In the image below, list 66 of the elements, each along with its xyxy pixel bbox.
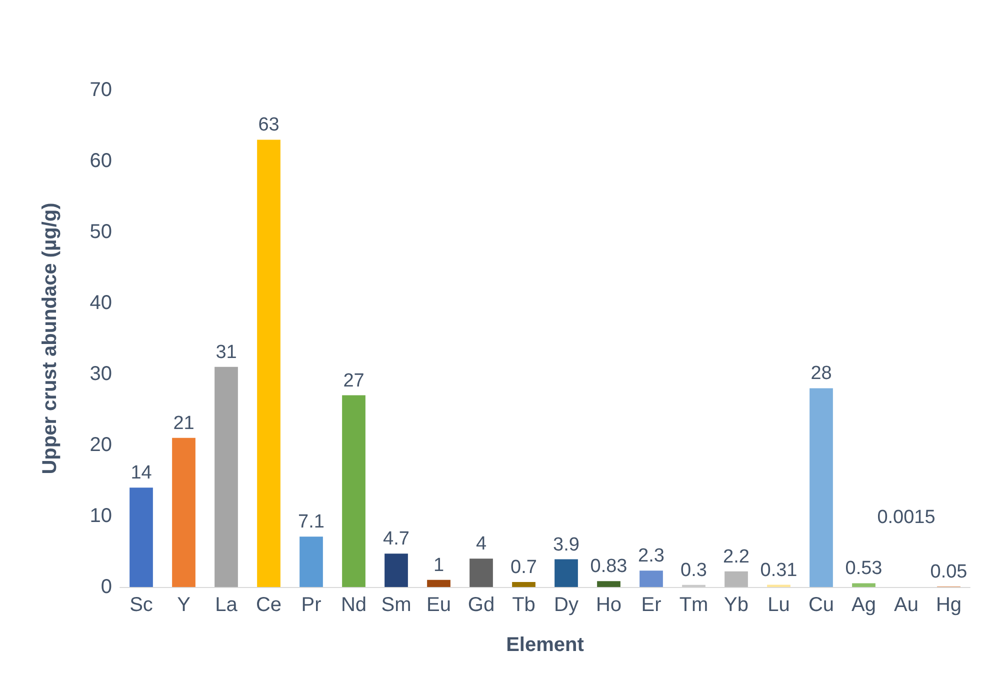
data-label: 3.9 (553, 534, 580, 556)
bar (852, 583, 876, 587)
y-tick-label: 0 (100, 576, 112, 598)
data-label: 0.53 (845, 558, 882, 580)
data-label: 0.7 (510, 557, 537, 578)
x-tick-label: Lu (768, 594, 790, 616)
bar (724, 571, 748, 587)
x-axis-title: Element (506, 634, 584, 656)
bar (470, 558, 493, 587)
data-label: 4 (476, 534, 487, 555)
data-label: 21 (173, 412, 194, 434)
x-tick-label: Cu (808, 594, 834, 616)
data-label: 1 (433, 554, 444, 576)
x-tick-label: Ag (852, 594, 876, 616)
bar (342, 395, 366, 587)
data-label: 27 (343, 370, 364, 392)
x-tick-label: Tb (512, 594, 536, 616)
x-tick-label: Hg (936, 594, 962, 616)
bar (640, 570, 663, 587)
y-tick-label: 40 (90, 292, 112, 314)
data-label: 31 (216, 342, 237, 363)
x-tick-label: Sc (130, 594, 153, 616)
bar (300, 536, 323, 587)
y-tick-label: 60 (90, 150, 112, 172)
x-tick-label: Nd (340, 594, 367, 616)
data-label: 0.0015 (877, 506, 936, 528)
bar (257, 140, 280, 587)
data-label: 0.3 (680, 560, 707, 581)
x-tick-label: Yb (724, 594, 748, 616)
bar (384, 554, 408, 587)
data-label: 28 (810, 363, 832, 384)
bar (214, 366, 238, 587)
x-tick-label: Ce (256, 594, 282, 616)
bar (172, 438, 196, 587)
x-tick-label: Sm (381, 594, 412, 616)
data-label: 4.7 (383, 528, 410, 550)
bar (130, 488, 153, 587)
x-tick-label: Dy (554, 594, 578, 616)
x-tick-label: Tm (679, 594, 708, 616)
y-tick-label: 30 (90, 363, 112, 385)
y-tick-label: 10 (90, 505, 112, 527)
data-label: 2.2 (723, 546, 750, 568)
x-tick-label: Gd (468, 594, 495, 616)
x-tick-label: Er (641, 594, 662, 616)
data-label: 0.83 (590, 556, 628, 578)
bar (810, 388, 833, 587)
y-axis-title: Upper crust abundace (µg/g) (39, 202, 61, 474)
y-tick-label: 20 (90, 434, 112, 456)
x-tick-label: La (215, 594, 238, 616)
bar (597, 581, 620, 587)
x-tick-label: Eu (426, 594, 451, 616)
x-tick-label: Y (177, 594, 190, 616)
data-label: 0.05 (930, 562, 968, 583)
y-tick-label: 50 (90, 221, 112, 243)
data-label: 2.3 (638, 546, 664, 567)
x-tick-label: Pr (301, 594, 322, 616)
data-label: 7.1 (298, 512, 324, 533)
data-label: 14 (130, 462, 152, 484)
x-tick-label: Ho (596, 594, 622, 616)
y-tick-label: 70 (90, 79, 112, 101)
bar (554, 559, 578, 587)
bar (427, 580, 450, 587)
data-label: 0.31 (760, 560, 798, 581)
bar (512, 582, 536, 587)
data-label: 63 (258, 114, 280, 136)
x-tick-label: Au (894, 594, 918, 616)
